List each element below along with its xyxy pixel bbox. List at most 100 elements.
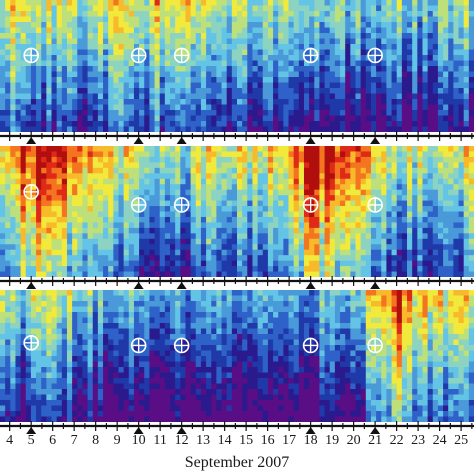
heat-cell — [221, 233, 228, 240]
heat-cell — [267, 167, 274, 174]
heat-cell — [87, 389, 94, 396]
heat-cell — [108, 222, 114, 229]
heat-cell — [200, 260, 207, 267]
heat-cell — [15, 82, 22, 89]
heat-cell — [92, 290, 99, 297]
heat-cell — [463, 260, 470, 267]
heat-cell — [118, 104, 125, 111]
heat-cell — [309, 167, 315, 174]
heat-cell — [185, 110, 192, 117]
heat-cell — [360, 110, 367, 117]
heat-cell — [262, 11, 269, 18]
heat-cell — [190, 184, 197, 191]
heat-cell — [396, 27, 403, 34]
heat-cell — [195, 227, 202, 234]
heat-cell — [92, 266, 99, 273]
heat-cell — [133, 71, 140, 78]
heat-cell — [149, 255, 156, 262]
heat-cell — [319, 115, 326, 122]
heat-cell — [242, 11, 248, 18]
heat-cell — [133, 77, 140, 84]
heat-cell — [0, 227, 6, 234]
heat-cell — [149, 216, 156, 224]
heat-cell — [350, 178, 357, 185]
heat-cell — [61, 195, 68, 202]
heat-cell — [170, 178, 176, 185]
heat-cell — [61, 44, 68, 51]
heat-cell — [257, 104, 264, 111]
heat-cell — [46, 334, 53, 341]
heat-cell — [87, 156, 94, 163]
heat-cell — [273, 156, 279, 163]
heat-cell — [108, 71, 114, 78]
heat-cell — [180, 44, 187, 51]
heat-cell — [15, 60, 22, 67]
heat-cell — [417, 260, 424, 267]
heat-cell — [216, 110, 223, 117]
heat-cell — [159, 200, 166, 207]
heat-cell — [20, 206, 27, 213]
heat-cell — [334, 115, 341, 122]
heat-cell — [164, 66, 171, 73]
heat-cell — [309, 206, 315, 213]
heat-cell — [370, 249, 377, 256]
heat-cell — [252, 115, 259, 122]
heat-cell — [437, 5, 444, 12]
heat-cell — [154, 249, 161, 256]
heat-cell — [108, 339, 114, 346]
heat-cell — [350, 233, 357, 240]
heat-cell — [329, 27, 336, 34]
heat-cell — [190, 38, 197, 45]
heat-cell — [144, 167, 151, 174]
heat-cell — [82, 71, 89, 78]
heat-cell — [108, 200, 114, 207]
heat-cell — [396, 38, 403, 45]
heat-cell — [386, 156, 393, 163]
heat-cell — [113, 104, 120, 111]
heat-cell — [10, 323, 17, 330]
heat-cell — [319, 189, 326, 196]
heat-cell — [66, 49, 73, 56]
heat-cell — [92, 110, 99, 117]
heat-cell — [66, 323, 73, 330]
heat-cell — [25, 178, 32, 185]
heat-cell — [453, 104, 460, 111]
heat-cell — [10, 55, 17, 62]
heat-cell — [87, 317, 94, 324]
heat-cell — [108, 383, 114, 390]
heat-cell — [118, 99, 125, 106]
heat-cell — [237, 189, 243, 196]
heat-cell — [20, 345, 27, 352]
panel-3 — [0, 290, 474, 422]
heat-cell — [144, 27, 151, 34]
heat-cell — [154, 44, 161, 51]
heat-cell — [396, 206, 403, 213]
heat-cell — [0, 260, 6, 267]
heat-cell — [237, 121, 243, 128]
heat-cell — [185, 38, 192, 45]
heat-cell — [103, 361, 109, 368]
heat-cell — [25, 211, 32, 218]
heat-cell — [381, 211, 388, 218]
heat-cell — [15, 126, 22, 132]
heat-cell — [267, 22, 274, 29]
heat-cell — [10, 260, 17, 267]
heat-cell — [396, 216, 403, 224]
heat-cell — [319, 249, 326, 256]
heat-cell — [458, 5, 465, 12]
heat-cell — [376, 238, 382, 245]
heat-cell — [200, 55, 207, 62]
heat-cell — [319, 156, 326, 163]
heat-cell — [36, 200, 42, 207]
heat-cell — [25, 238, 32, 245]
heat-cell — [0, 295, 6, 302]
heat-cell — [417, 104, 424, 111]
heat-cell — [216, 22, 223, 29]
heat-cell — [247, 104, 254, 111]
heat-cell — [278, 271, 284, 277]
heat-cell — [376, 121, 382, 128]
heat-cell — [170, 156, 176, 163]
heat-cell — [221, 151, 228, 158]
heat-cell — [242, 156, 248, 163]
heat-cell — [427, 206, 434, 213]
